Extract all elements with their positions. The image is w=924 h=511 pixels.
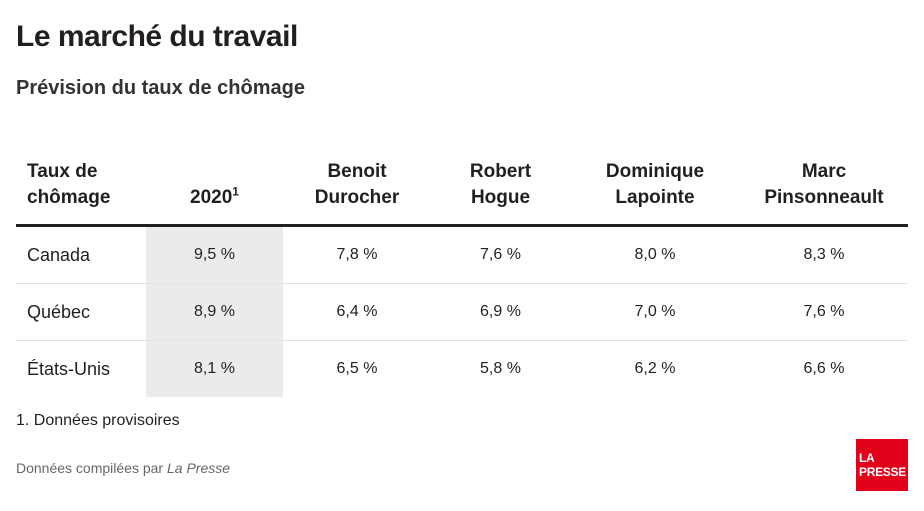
column-header-hogue: Robert Hogue [431,135,570,227]
column-header-lapointe: Dominique Lapointe [570,135,740,227]
table-cell: 8,3 % [740,225,908,284]
table-cell: 7,6 % [431,225,570,284]
header-line: Taux de [27,161,98,182]
header-line: Dominique [605,161,705,182]
chart-title: Le marché du travail [16,20,298,53]
source-publication: La Presse [166,460,231,476]
column-header-unemployment-rate: Taux de chômage [16,135,146,227]
table-cell: 7,0 % [570,283,740,341]
logo-line: LA [859,451,875,465]
row-label: Québec [16,283,146,341]
table-cell-2020: 8,1 % [146,340,283,397]
forecast-table-container: Taux de chômage 20201 Benoit Durocher Robe… [16,135,908,397]
table-cell: 8,0 % [570,225,740,284]
footnote: 1. Données provisoires [16,412,180,429]
table-cell: 5,8 % [480,360,521,377]
column-header-pinsonneault: Marc Pinsonneault [740,135,908,227]
header-line: Benoit [327,161,387,182]
forecast-table: Taux de chômage 20201 Benoit Durocher Robe… [16,135,908,397]
table-cell: 7,6 % [740,283,908,341]
table-cell: 6,5 % [336,360,378,377]
header-line: Lapointe [615,187,695,208]
table-cell: 6,2 % [634,360,676,377]
row-label: États-Unis [27,358,111,379]
header-line: Durocher [314,187,400,208]
source-note: Données compilées par La Presse [16,460,230,476]
table-cell: 6,4 % [283,283,431,341]
table-cell: 6,6 % [803,360,845,377]
header-line: Pinsonneault [764,187,884,208]
row-label: Canada [16,225,146,284]
table-cell: 6,9 % [431,283,570,341]
table-row-canada: Canada 9,5 % 7,8 % 7,6 % 8,0 % 8,3 % [16,225,908,284]
la-presse-logo: LA PRESSE [856,439,908,491]
table-cell-2020: 8,9 % [146,283,283,341]
header-line: chômage [27,187,111,208]
table-row-quebec: Québec 8,9 % 6,4 % 6,9 % 7,0 % 7,6 % [16,283,908,341]
table-cell: 7,8 % [283,225,431,284]
logo-line: PRESSE [859,465,906,479]
table-cell-2020: 9,5 % [146,225,283,284]
source-prefix: Données compilées par [16,460,167,476]
header-line: Hogue [470,187,531,208]
header-line: Marc [801,161,847,182]
table-row-etats-unis: États-Unis 8,1 % 6,5 % 5,8 % 6,2 % 6,6 % [16,340,908,397]
header-line: 2020 [190,187,233,208]
table-header-row: Taux de chômage 20201 Benoit Durocher Robe… [16,135,908,227]
column-header-2020: 20201 [146,135,283,227]
chart-subtitle: Prévision du taux de chômage [16,77,305,99]
column-header-durocher: Benoit Durocher [283,135,431,227]
header-line: Robert [469,161,532,182]
footnote-marker: 1 [232,184,239,199]
